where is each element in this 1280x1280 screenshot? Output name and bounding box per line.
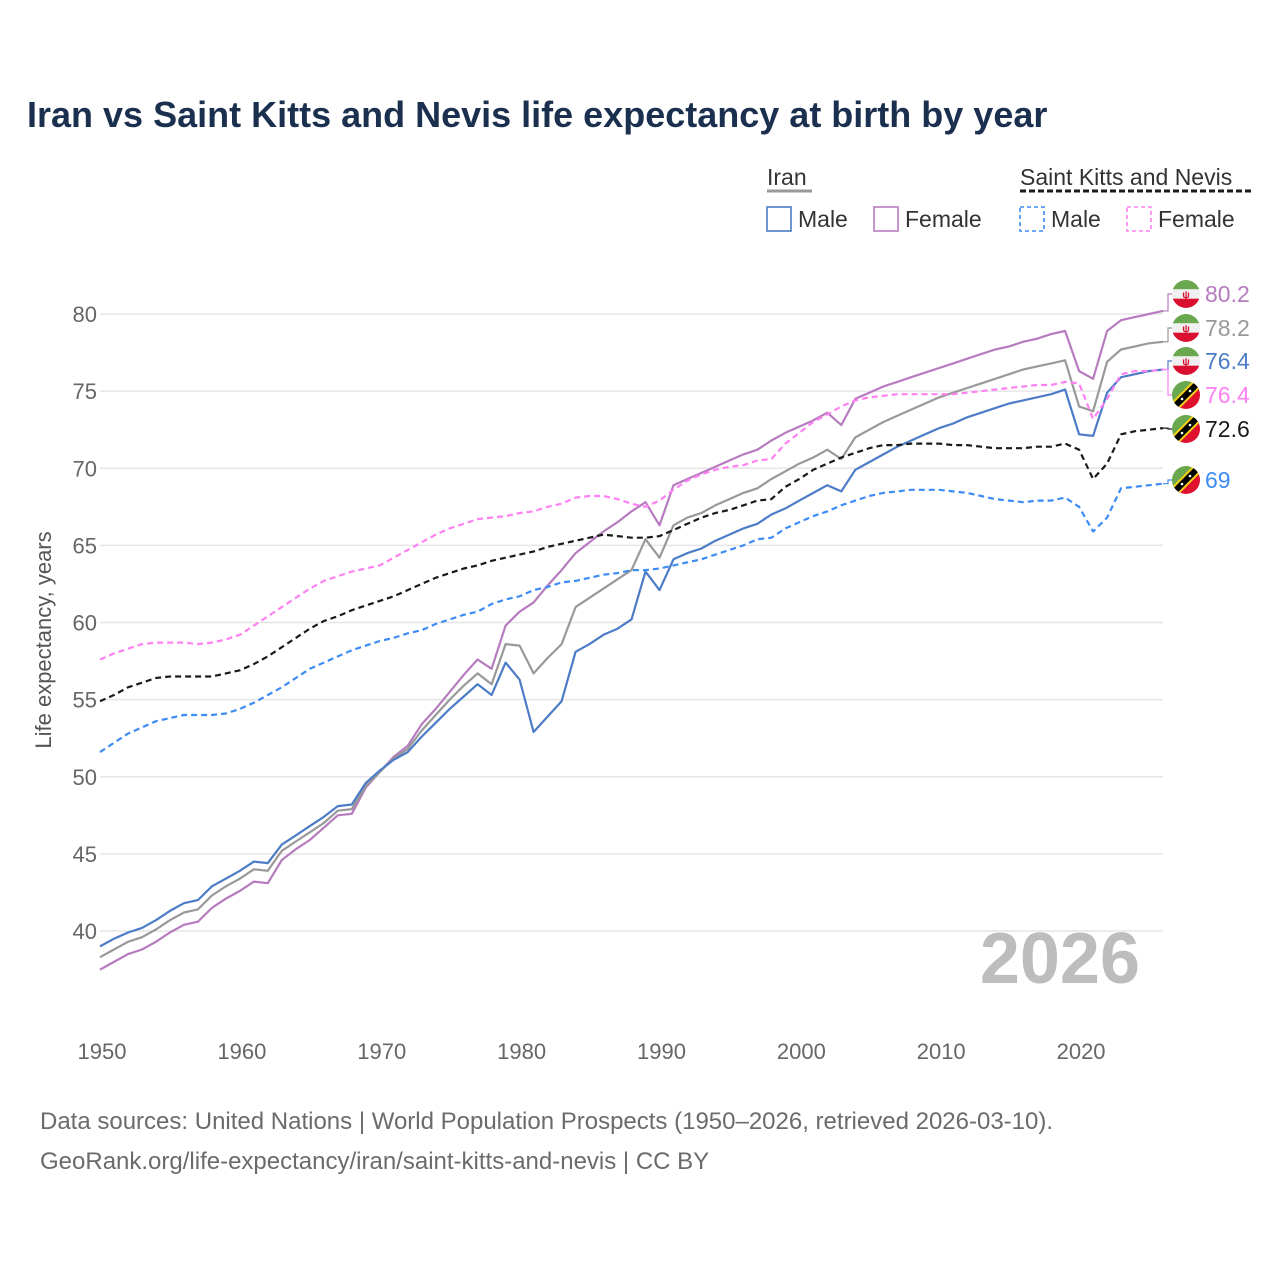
footer-url: GeoRank.org/life-expectancy/iran/saint-k… [40, 1148, 710, 1175]
legend-swatch [873, 206, 899, 232]
x-tick-label: 2000 [777, 1039, 826, 1064]
y-tick-label: 45 [73, 842, 97, 867]
x-tick-label: 1960 [217, 1039, 266, 1064]
x-tick-label: 1950 [78, 1039, 127, 1064]
legend-group-saint-kitts-and-nevis: Saint Kitts and Nevis Male Female [1019, 164, 1254, 232]
end-label: ψ 80.2 [1163, 280, 1250, 312]
end-labels: ψ 80.2 ψ 78.2 ψ 76.4 76.4 72.6 69 [1163, 280, 1250, 494]
end-value-label: 76.4 [1205, 348, 1250, 374]
legend-swatch [1019, 206, 1045, 232]
series-line-saint-kitts-and-nevis-female [99, 368, 1164, 661]
svg-text:ψ: ψ [1182, 290, 1190, 301]
legend-swatch [1126, 206, 1152, 232]
legend-item-label: Male [798, 206, 848, 232]
legend-item-label: Female [905, 206, 982, 232]
x-tick-label: 1990 [637, 1039, 686, 1064]
series-line-saint-kitts-and-nevis-male [99, 482, 1164, 754]
end-value-label: 72.6 [1205, 416, 1250, 442]
y-tick-label: 60 [73, 611, 97, 636]
x-tick-label: 2020 [1057, 1039, 1106, 1064]
end-value-label: 69 [1205, 467, 1231, 493]
series-line-iran [99, 340, 1164, 959]
end-label: ψ 76.4 [1163, 347, 1250, 375]
y-tick-label: 65 [73, 533, 97, 558]
legend-group-title: Saint Kitts and Nevis [1020, 164, 1232, 190]
y-tick-label: 55 [73, 688, 97, 713]
legend-item-male[interactable]: Male [766, 206, 848, 232]
end-label: 76.4 [1163, 368, 1250, 409]
iran-flag-icon: ψ [1172, 314, 1200, 342]
year-watermark: 2026 [980, 919, 1140, 999]
svg-text:ψ: ψ [1182, 324, 1190, 335]
y-axis-label: Life expectancy, years [31, 531, 56, 748]
end-label-connector [1163, 327, 1172, 343]
legend-item-female[interactable]: Female [873, 206, 982, 232]
end-value-label: 76.4 [1205, 382, 1250, 408]
series-lines [99, 309, 1164, 971]
iran-flag-icon: ψ [1172, 280, 1200, 308]
legend-item-label: Male [1051, 206, 1101, 232]
saint-kitts-and-nevis-flag-icon [1172, 415, 1200, 443]
legend-item-female[interactable]: Female [1126, 206, 1235, 232]
footer-sources: Data sources: United Nations | World Pop… [40, 1108, 1054, 1135]
end-label-connector [1163, 368, 1172, 396]
x-tick-label: 2010 [917, 1039, 966, 1064]
legend: Iran Male Female Saint Kitts and Nevis Male F… [766, 164, 1254, 232]
y-tick-label: 70 [73, 456, 97, 481]
y-tick-label: 40 [73, 919, 97, 944]
end-label-connector [1163, 479, 1172, 485]
chart-title: Iran vs Saint Kitts and Nevis life expec… [27, 94, 1048, 135]
x-tick-label: 1980 [497, 1039, 546, 1064]
legend-item-male[interactable]: Male [1019, 206, 1101, 232]
legend-group-iran: Iran Male Female [766, 164, 982, 232]
y-axis-ticks: 40 45 50 55 60 65 70 75 80 [73, 302, 97, 944]
svg-text:ψ: ψ [1182, 357, 1190, 368]
legend-item-label: Female [1158, 206, 1235, 232]
end-label-connector [1163, 360, 1172, 371]
end-label: 72.6 [1163, 415, 1250, 443]
x-axis-ticks: 1950 1960 1970 1980 1990 2000 2010 2020 [78, 1039, 1106, 1064]
end-label: 69 [1163, 466, 1231, 494]
y-tick-label: 75 [73, 379, 97, 404]
iran-flag-icon: ψ [1172, 347, 1200, 375]
legend-group-title: Iran [767, 164, 807, 190]
saint-kitts-and-nevis-flag-icon [1172, 381, 1200, 409]
end-label-connector [1163, 293, 1172, 312]
x-tick-label: 1970 [357, 1039, 406, 1064]
y-tick-label: 50 [73, 765, 97, 790]
end-label: ψ 78.2 [1163, 314, 1250, 343]
end-label-connector [1163, 427, 1172, 430]
saint-kitts-and-nevis-flag-icon [1172, 466, 1200, 494]
end-value-label: 78.2 [1205, 315, 1250, 341]
series-line-iran-female [99, 309, 1164, 971]
y-tick-label: 80 [73, 302, 97, 327]
legend-swatch [766, 206, 792, 232]
gridlines [100, 313, 1163, 932]
series-line-iran-male [99, 368, 1164, 948]
series-line-saint-kitts-and-nevis [99, 427, 1164, 703]
end-value-label: 80.2 [1205, 281, 1250, 307]
